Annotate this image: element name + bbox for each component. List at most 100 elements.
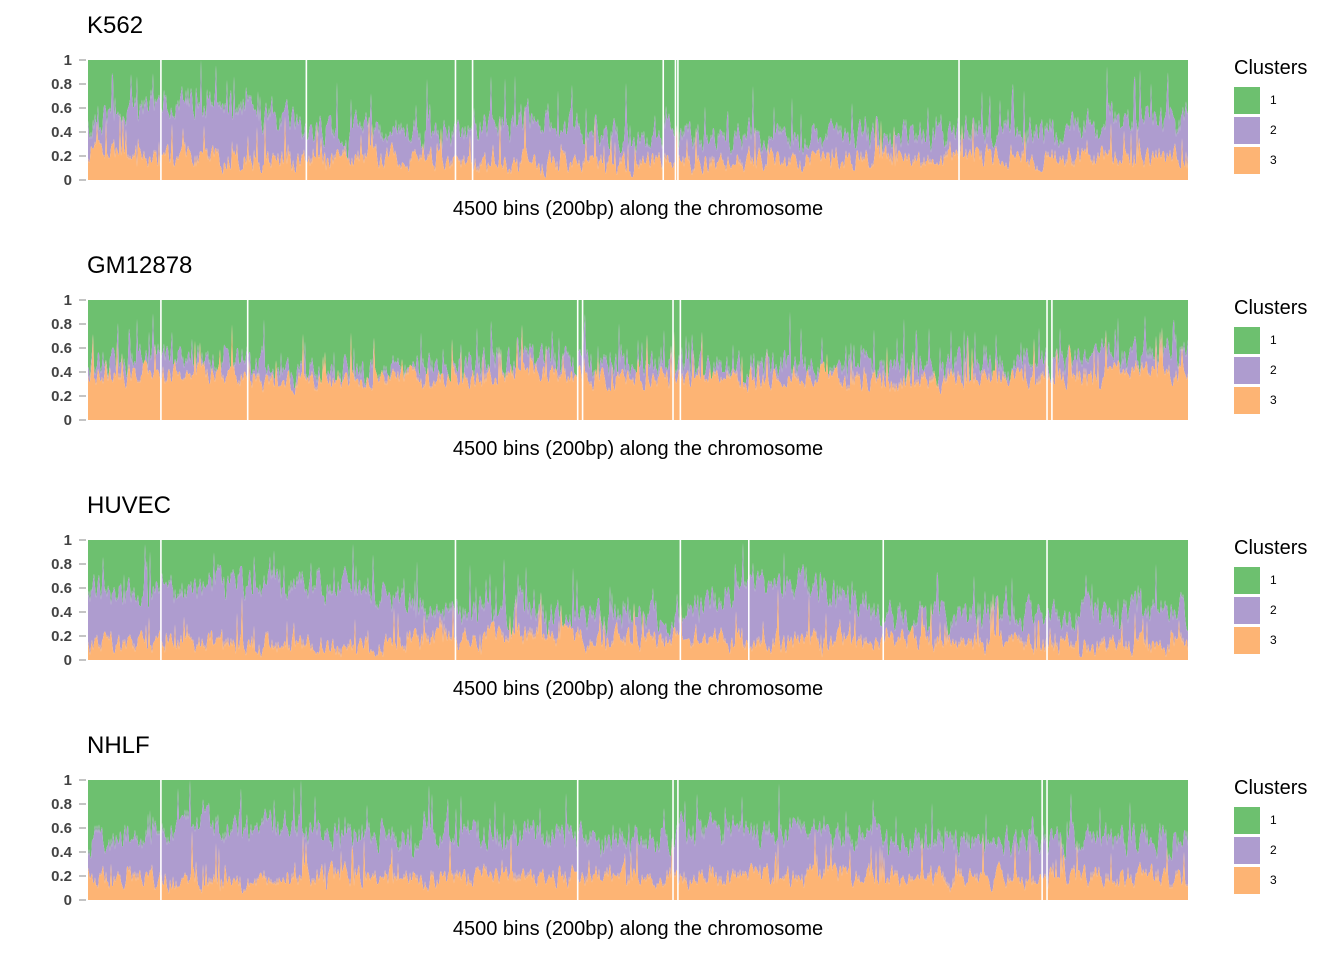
- gap-line: [454, 540, 457, 660]
- legend-item: 1: [1234, 805, 1307, 835]
- legend-title: Clusters: [1234, 537, 1308, 559]
- y-tick-label: 0.2: [51, 868, 72, 885]
- legend-swatch: [1234, 626, 1260, 654]
- gap-line: [662, 60, 665, 180]
- y-tick-label: 0.6: [51, 340, 72, 357]
- gap-line: [677, 60, 679, 180]
- legend-item: 3: [1234, 385, 1307, 415]
- gap-line: [454, 60, 457, 180]
- legend-item: 1: [1234, 85, 1307, 115]
- y-tick-label: 0.2: [51, 628, 72, 645]
- legend-label: 2: [1270, 603, 1277, 617]
- gap-line: [576, 780, 579, 900]
- gap-line: [160, 780, 162, 900]
- chart-title: NHLF: [87, 732, 150, 759]
- gap-line: [576, 300, 579, 420]
- legend-swatch: [1234, 806, 1260, 834]
- legend-swatch: [1234, 116, 1260, 144]
- legend-item: 3: [1234, 865, 1307, 895]
- y-tick-label: 0.8: [51, 796, 72, 813]
- x-axis-label: 4500 bins (200bp) along the chromosome: [452, 198, 824, 220]
- y-tick-label: 0.4: [51, 364, 73, 381]
- chart-panel-1: GM12878 0 0.2 0.4 0.6 0.8 1 4500 bins (200bp) a…: [0, 240, 1344, 480]
- gap-line: [672, 780, 674, 900]
- area-series-1: [88, 780, 1188, 863]
- y-tick-label: 0.4: [51, 844, 73, 861]
- y-tick-label: 0.4: [51, 604, 73, 621]
- gap-line: [679, 540, 682, 660]
- area-series-2: [88, 780, 1188, 894]
- chart-title: K562: [87, 12, 144, 39]
- chart-panel-3: NHLF 0 0.2 0.4 0.6 0.8 1 4500 bins (200bp) alon…: [0, 720, 1344, 960]
- legend-item: 2: [1234, 355, 1307, 385]
- legend-item: 3: [1234, 145, 1307, 175]
- gap-line: [679, 300, 682, 420]
- y-tick-label: 1: [64, 52, 72, 69]
- gap-line: [1046, 780, 1048, 900]
- legend-item: 2: [1234, 835, 1307, 865]
- chart-title: GM12878: [87, 252, 193, 279]
- y-tick-label: 1: [64, 772, 72, 789]
- gap-line: [160, 300, 162, 420]
- legend-label: 2: [1270, 843, 1277, 857]
- y-tick-label: 0.4: [51, 124, 73, 141]
- area-series-3: [88, 324, 1188, 420]
- legend-label: 1: [1270, 333, 1277, 347]
- legend-label: 1: [1270, 813, 1277, 827]
- stacked-area-plot: 0 0.2 0.4 0.6 0.8 1: [51, 292, 1188, 429]
- area-series-3: [88, 829, 1188, 900]
- legend-item: 3: [1234, 625, 1307, 655]
- legend-label: 2: [1270, 363, 1277, 377]
- legend-item: 2: [1234, 115, 1307, 145]
- legend-label: 2: [1270, 123, 1277, 137]
- y-tick-label: 1: [64, 292, 72, 309]
- legend-label: 3: [1270, 393, 1277, 407]
- gap-line: [1051, 300, 1053, 420]
- x-axis-label: 4500 bins (200bp) along the chromosome: [452, 678, 824, 700]
- y-tick-label: 0: [64, 172, 72, 189]
- legend: Clusters 1 2 3: [1234, 297, 1307, 415]
- gap-line: [748, 540, 750, 660]
- chart-title: HUVEC: [87, 492, 172, 519]
- legend-swatch: [1234, 356, 1260, 384]
- legend-item: 1: [1234, 325, 1307, 355]
- x-axis-label: 4500 bins (200bp) along the chromosome: [452, 438, 824, 460]
- y-tick-label: 0: [64, 412, 72, 429]
- legend-swatch: [1234, 866, 1260, 894]
- area-series-1: [88, 60, 1188, 159]
- gap-line: [160, 540, 162, 660]
- gap-line: [672, 300, 674, 420]
- gap-line: [581, 300, 584, 420]
- legend-title: Clusters: [1234, 297, 1308, 319]
- legend-swatch: [1234, 146, 1260, 174]
- chart-panel-2: HUVEC 0 0.2 0.4 0.6 0.8 1 4500 bins (200bp) alo…: [0, 480, 1344, 720]
- legend-swatch: [1234, 86, 1260, 114]
- legend-title: Clusters: [1234, 777, 1308, 799]
- y-tick-label: 0.8: [51, 76, 72, 93]
- legend-swatch: [1234, 386, 1260, 414]
- gap-line: [882, 540, 885, 660]
- legend-item: 1: [1234, 565, 1307, 595]
- legend: Clusters 1 2 3: [1234, 57, 1307, 175]
- area-series-1: [88, 300, 1188, 389]
- area-series-2: [88, 542, 1188, 658]
- chart-panel-0: K562 0 0.2 0.4 0.6 0.8 1 4500 bins (200bp) alon…: [0, 0, 1344, 240]
- gap-line: [246, 300, 249, 420]
- y-tick-label: 0.2: [51, 148, 72, 165]
- y-tick-label: 0.8: [51, 556, 72, 573]
- y-tick-label: 0: [64, 652, 72, 669]
- gap-line: [677, 780, 679, 900]
- gap-line: [1046, 300, 1048, 420]
- gap-line: [471, 60, 474, 180]
- stacked-area-plot: 0 0.2 0.4 0.6 0.8 1: [51, 772, 1188, 909]
- stacked-area-plot: 0 0.2 0.4 0.6 0.8 1: [51, 532, 1188, 669]
- y-tick-label: 0.6: [51, 580, 72, 597]
- legend-swatch: [1234, 566, 1260, 594]
- area-series-1: [88, 540, 1188, 638]
- area-series-3: [88, 588, 1188, 660]
- gap-line: [674, 60, 677, 180]
- y-tick-label: 1: [64, 532, 72, 549]
- y-tick-label: 0.6: [51, 100, 72, 117]
- legend-label: 3: [1270, 873, 1277, 887]
- y-tick-label: 0.2: [51, 388, 72, 405]
